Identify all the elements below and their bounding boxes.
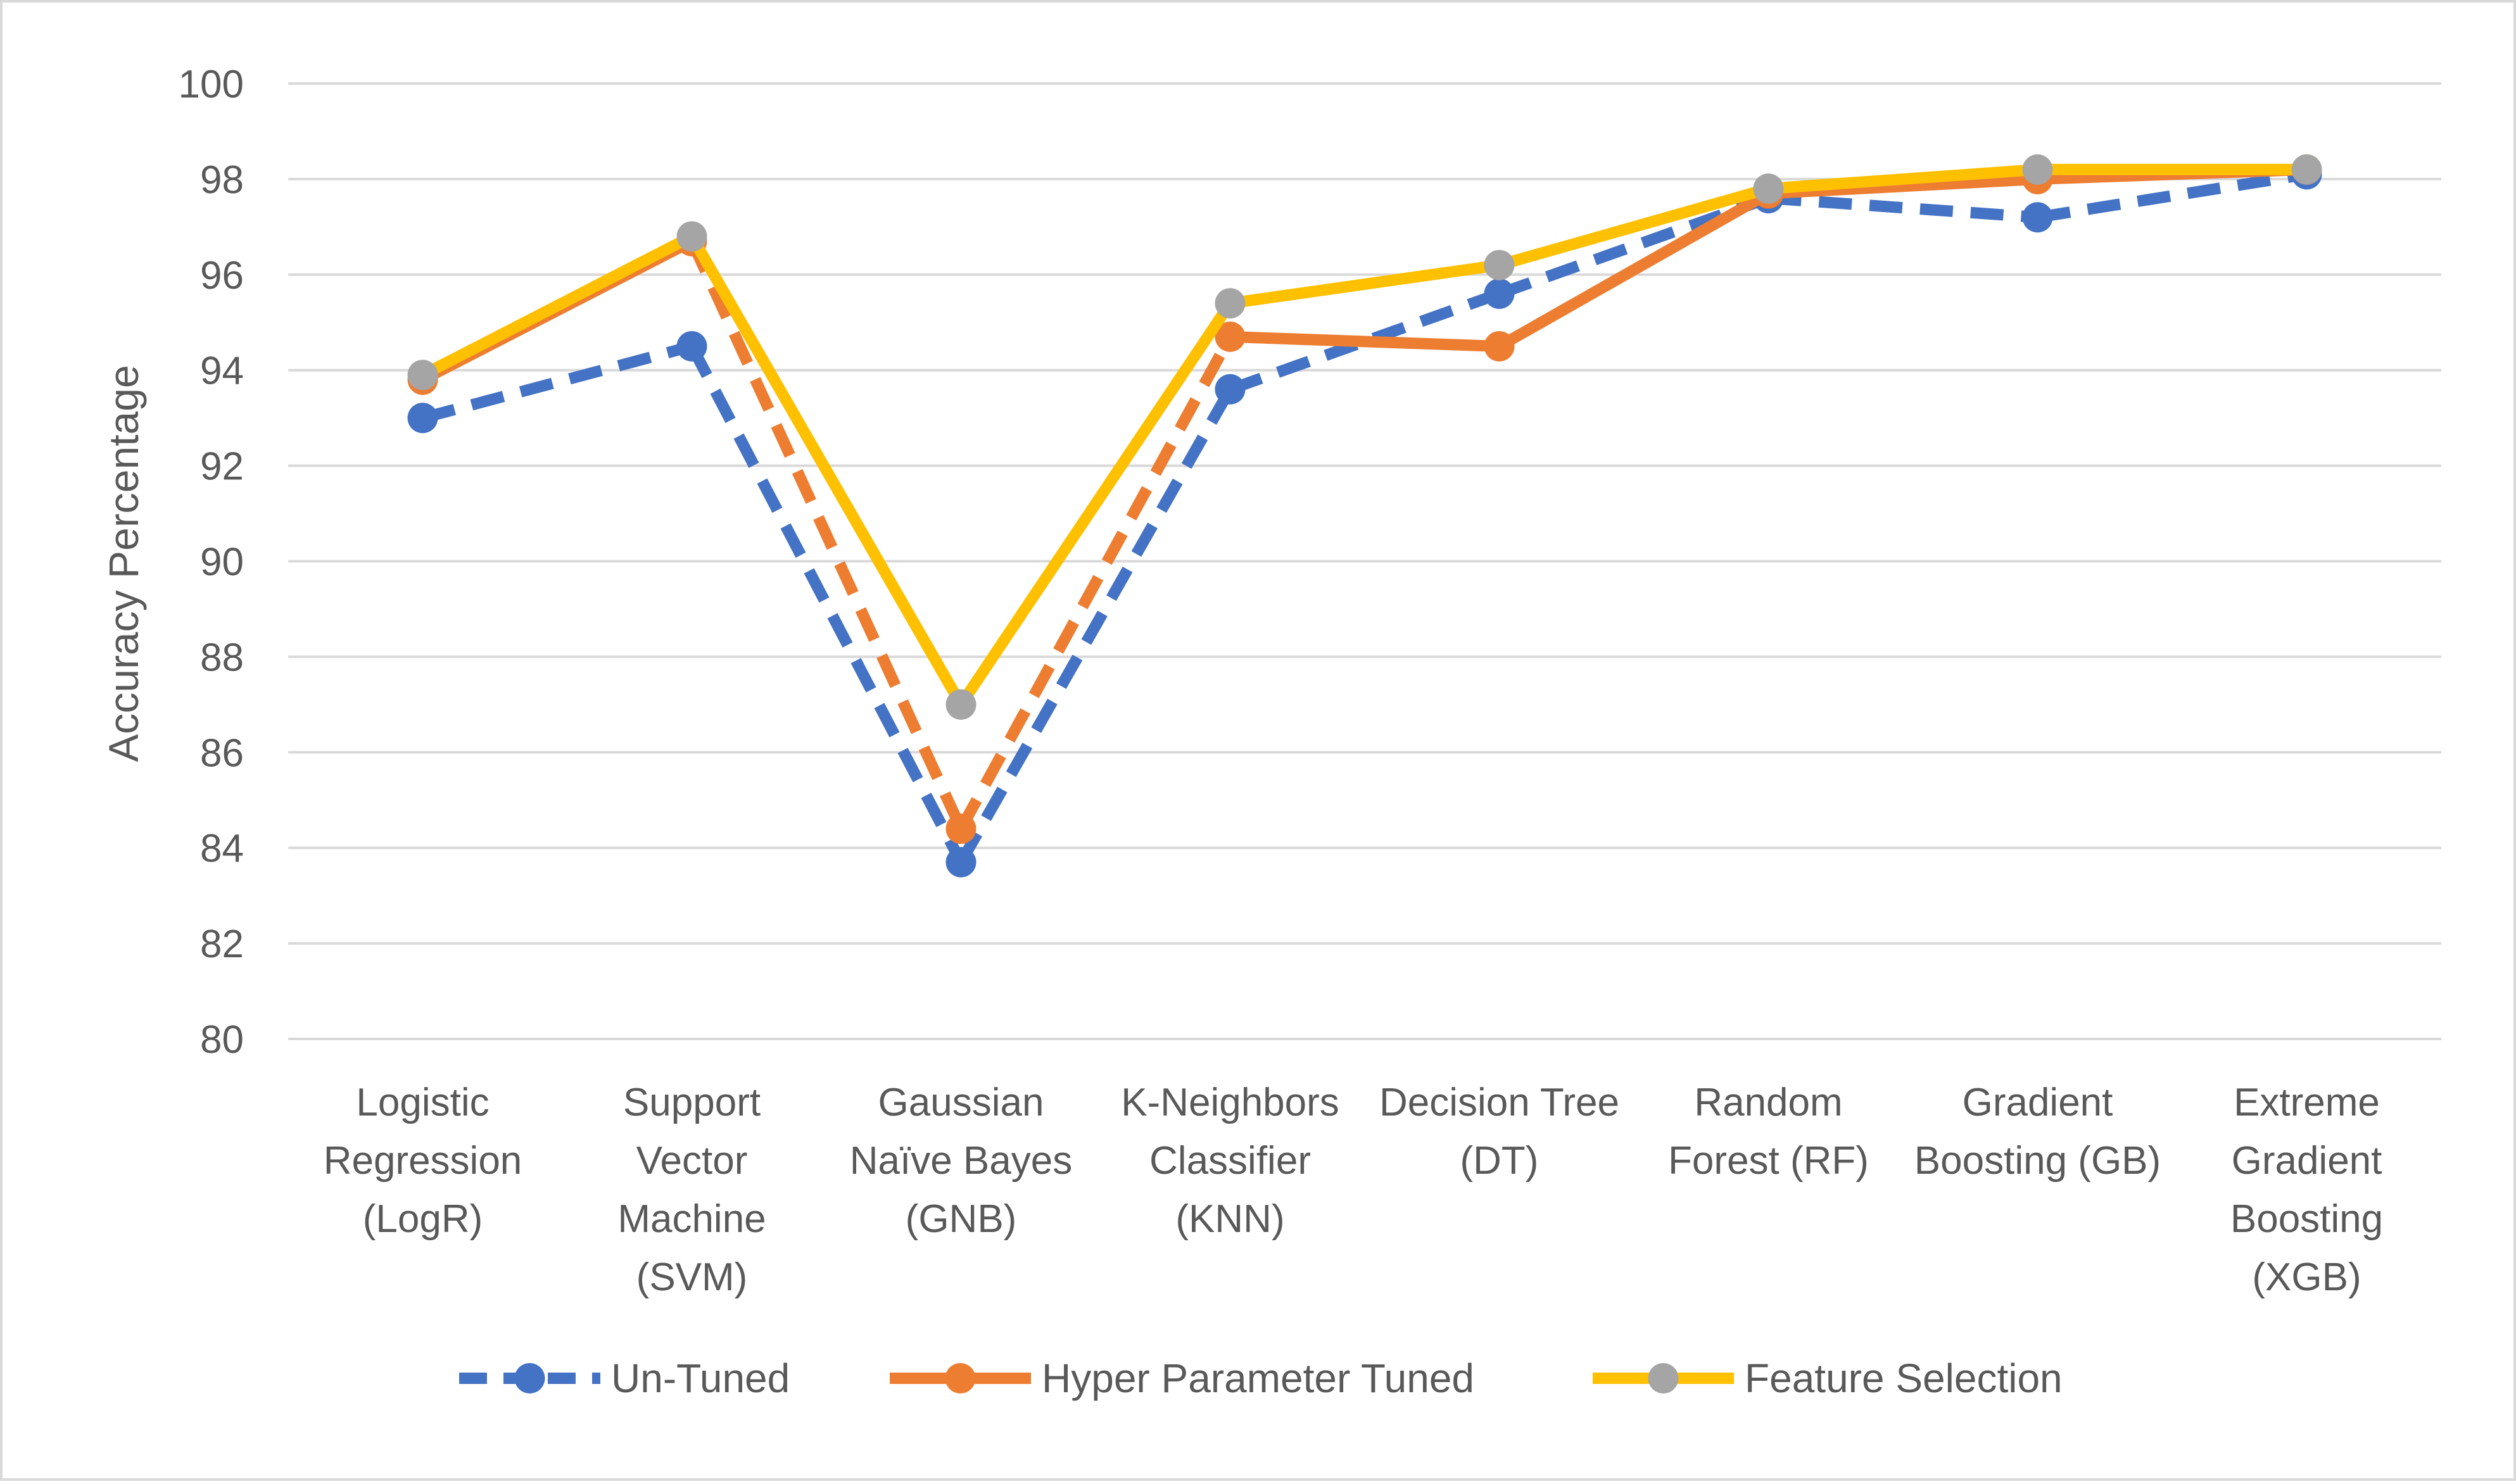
- legend-swatch-marker: [945, 1363, 976, 1393]
- feature-selection-segment: [1493, 182, 1774, 271]
- legend-swatch-marker: [1648, 1363, 1679, 1393]
- y-tick-label: 80: [200, 1018, 244, 1062]
- y-tick-label: 98: [200, 158, 244, 202]
- x-tick-label: Support Vector Machine (SVM): [617, 1081, 766, 1299]
- feature-selection-point: [2291, 154, 2322, 185]
- y-tick-label: 86: [200, 731, 244, 775]
- feature-selection-point: [945, 689, 977, 720]
- x-tick-label: Gradient Boosting (GB): [1914, 1081, 2161, 1183]
- legend-item-un-tuned: Un-Tuned: [459, 1355, 790, 1401]
- feature-selection-point: [2022, 154, 2053, 185]
- y-tick-label: 94: [200, 349, 244, 393]
- legend-swatch-marker: [514, 1363, 545, 1393]
- feature-selection-segment: [1224, 259, 1505, 310]
- y-tick-label: 96: [200, 254, 244, 298]
- legend-label: Un-Tuned: [611, 1355, 790, 1401]
- y-tick-label: 82: [200, 922, 244, 966]
- series-feature-selection: [407, 154, 2322, 720]
- hyper-parameter-tuned-segment: [1493, 187, 1774, 352]
- legend-item-hyper-parameter-tuned: Hyper Parameter Tuned: [890, 1355, 1474, 1401]
- feature-selection-segment: [417, 230, 698, 381]
- feature-selection-point: [407, 360, 438, 391]
- y-tick-label: 84: [200, 827, 244, 871]
- feature-selection-point: [1753, 173, 1784, 204]
- un-tuned-point: [407, 403, 438, 434]
- y-tick-label: 88: [200, 636, 244, 679]
- y-tick-label: 90: [200, 541, 244, 584]
- feature-selection-point: [676, 221, 707, 252]
- legend-label: Hyper Parameter Tuned: [1042, 1355, 1474, 1401]
- un-tuned-segment: [2037, 168, 2308, 223]
- un-tuned-segment: [1767, 192, 2039, 223]
- hyper-parameter-tuned-segment: [686, 239, 966, 831]
- hyper-parameter-tuned-point: [945, 814, 977, 845]
- feature-selection-segment: [955, 298, 1236, 710]
- y-tick-label: 100: [179, 63, 244, 106]
- legend-item-feature-selection: Feature Selection: [1593, 1355, 2063, 1401]
- un-tuned-segment: [421, 341, 693, 424]
- hyper-parameter-tuned-point: [1484, 330, 1515, 362]
- x-tick-label: Random Forest (RF): [1668, 1081, 1869, 1183]
- legend: Un-Tuned Hyper Parameter Tuned Feature Sel…: [459, 1355, 2063, 1401]
- y-tick-labels: 80 82 84 86 88 90 92 94 96 98 100: [179, 63, 244, 1062]
- un-tuned-point: [945, 846, 977, 877]
- x-tick-label: Extreme Gradient Boosting (XGB): [2230, 1081, 2383, 1299]
- x-tick-label: Decision Tree (DT): [1379, 1081, 1619, 1183]
- x-tick-label: K-Neighbors Classifier (KNN): [1121, 1081, 1339, 1241]
- un-tuned-point: [676, 330, 707, 362]
- legend-label: Feature Selection: [1745, 1355, 2063, 1401]
- x-tick-label: Logistic Regression (LogR): [324, 1081, 522, 1241]
- feature-selection-segment: [1762, 163, 2044, 194]
- hyper-parameter-tuned-segment: [1224, 330, 1505, 352]
- un-tuned-point: [1484, 278, 1515, 309]
- feature-selection-point: [1215, 288, 1246, 319]
- y-axis-label: Accuracy Percentage: [100, 365, 147, 762]
- un-tuned-segment: [956, 386, 1236, 865]
- x-tick-label: Gaussian Naïve Bayes (GNB): [850, 1081, 1073, 1241]
- un-tuned-point: [2022, 202, 2053, 233]
- x-tick-labels: Logistic Regression (LogR) Support Vector Mac…: [324, 1081, 2383, 1299]
- y-tick-label: 92: [200, 445, 244, 489]
- feature-selection-segment: [686, 230, 967, 710]
- un-tuned-point: [1215, 374, 1246, 405]
- hyper-parameter-tuned-segment: [956, 334, 1236, 832]
- feature-selection-point: [1484, 249, 1515, 280]
- un-tuned-segment: [686, 343, 966, 865]
- series-lines: [407, 154, 2322, 877]
- hyper-parameter-tuned-point: [1215, 321, 1246, 352]
